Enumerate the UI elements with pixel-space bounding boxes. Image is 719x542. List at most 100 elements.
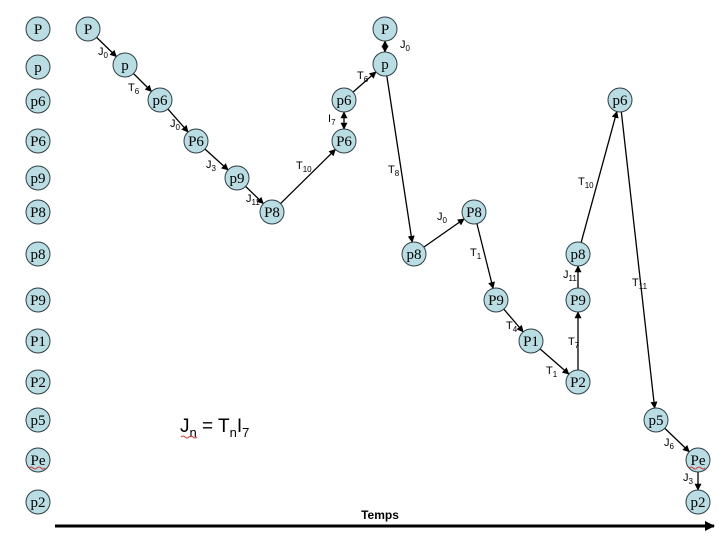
edge-n18-n19 bbox=[620, 111, 658, 409]
edge-label-main: T bbox=[578, 176, 585, 188]
edge-label-main: T bbox=[357, 70, 364, 82]
node-circle bbox=[607, 87, 633, 113]
node-n12: P8 bbox=[461, 199, 487, 225]
level-circle bbox=[25, 407, 51, 433]
spell-squiggle bbox=[28, 466, 46, 470]
edge-label-n4-n5: J3 bbox=[206, 159, 217, 173]
node-label: P8 bbox=[466, 205, 482, 221]
node-circle bbox=[685, 447, 711, 473]
edge-label-sub: 6 bbox=[364, 75, 369, 84]
node-n7: P6 bbox=[331, 128, 357, 154]
node-label: p bbox=[121, 58, 129, 74]
edge-label-main: T bbox=[128, 82, 135, 94]
edge-n13-n14 bbox=[503, 308, 524, 333]
node-n1: P bbox=[75, 16, 101, 42]
formula-i: I bbox=[237, 416, 242, 437]
edge-label-n8-n9: T6 bbox=[357, 70, 369, 84]
node-label: p6 bbox=[153, 93, 169, 109]
formula-n1: n bbox=[190, 425, 197, 440]
level-P2: P2 bbox=[25, 369, 51, 395]
edge-label-n19-n20: J6 bbox=[664, 437, 675, 451]
edge-label-n3-n4: J0 bbox=[170, 118, 181, 132]
node-label: P8 bbox=[264, 205, 280, 221]
node-n2: p bbox=[112, 52, 138, 78]
node-label: p8 bbox=[407, 247, 422, 263]
spell-squiggle bbox=[688, 466, 706, 470]
level-circle bbox=[25, 128, 51, 154]
level-Pe: Pe bbox=[25, 447, 51, 473]
level-label: p9 bbox=[31, 171, 46, 187]
node-circle bbox=[372, 16, 398, 42]
node-label: p6 bbox=[613, 93, 629, 109]
node-label: P bbox=[84, 22, 92, 38]
edge-label-main: T bbox=[568, 336, 575, 348]
level-label: p2 bbox=[31, 495, 46, 511]
edge-n1-n2 bbox=[96, 36, 117, 58]
node-label: P6 bbox=[336, 134, 352, 150]
node-n16: P9 bbox=[565, 287, 591, 313]
level-column: Pp p6 P6 p9 P8 p8 P9 P1 P2 p5 Pe p2 bbox=[25, 16, 51, 515]
edge-label-n7-n8: I7 bbox=[328, 113, 336, 127]
edge-label-main: J bbox=[98, 46, 104, 58]
node-n8: p6 bbox=[331, 87, 357, 113]
node-circle bbox=[461, 199, 487, 225]
level-label: p8 bbox=[31, 247, 46, 263]
edge-label-main: T bbox=[470, 247, 477, 259]
edge-label-main: J bbox=[437, 211, 443, 223]
edge-label-sub: 0 bbox=[443, 216, 448, 225]
node-label: p8 bbox=[571, 247, 586, 263]
edge-label-main: T bbox=[388, 164, 395, 176]
node-circle bbox=[259, 199, 285, 225]
node-n11: p8 bbox=[401, 241, 427, 267]
node-circle bbox=[147, 87, 173, 113]
level-p: p bbox=[25, 54, 51, 80]
edge-label-sub: 0 bbox=[406, 44, 411, 53]
edge-label-main: J bbox=[246, 193, 252, 205]
node-circle bbox=[565, 241, 591, 267]
node-label: p2 bbox=[691, 495, 706, 511]
edge-label-sub: 11 bbox=[569, 274, 578, 283]
edge-label-sub: 7 bbox=[331, 118, 336, 127]
node-n10: P bbox=[372, 16, 398, 42]
node-label: P9 bbox=[488, 293, 504, 309]
edge-n14-n15 bbox=[539, 348, 570, 375]
node-circle bbox=[224, 165, 250, 191]
time-axis-label: Temps bbox=[361, 508, 399, 522]
level-circle bbox=[25, 16, 51, 42]
edge-label-sub: 8 bbox=[395, 169, 400, 178]
node-n5: p9 bbox=[224, 165, 250, 191]
node-label: P6 bbox=[188, 134, 204, 150]
transition-labels: J0T6J0J3J11T10I7T6J0T8J0T1T4T1T7J11T10T1… bbox=[98, 39, 694, 486]
node-n13: P9 bbox=[483, 287, 509, 313]
level-label: p5 bbox=[31, 413, 46, 429]
edge-label-n2-n3: T6 bbox=[128, 82, 140, 96]
edge-label-n11-n12: J0 bbox=[437, 211, 448, 225]
level-P1: P1 bbox=[25, 328, 51, 354]
edge-label-n6-n7: T10 bbox=[296, 160, 312, 174]
edge-label-sub: 3 bbox=[212, 164, 217, 173]
edge-n6-n7 bbox=[280, 148, 336, 205]
node-circle bbox=[483, 287, 509, 313]
formula-legend: Jn = TnI7 bbox=[180, 416, 249, 440]
node-n19: p5 bbox=[643, 407, 669, 433]
node-circle bbox=[401, 241, 427, 267]
node-n9: p bbox=[372, 51, 398, 77]
node-n18: p6 bbox=[607, 87, 633, 113]
edge-label-main: J bbox=[563, 269, 569, 281]
node-circle bbox=[518, 328, 544, 354]
level-p5: p5 bbox=[25, 407, 51, 433]
level-label: p bbox=[34, 60, 42, 76]
level-circle bbox=[25, 489, 51, 515]
edge-label-n9-n11: T8 bbox=[388, 164, 400, 178]
edge-label-sub: 10 bbox=[303, 165, 312, 174]
node-n20: Pe bbox=[685, 447, 711, 473]
edge-label-sub: 1 bbox=[477, 252, 482, 261]
node-label: P2 bbox=[570, 375, 586, 391]
level-label: Pe bbox=[31, 453, 46, 469]
edge-label-n14-n15: T1 bbox=[546, 365, 558, 379]
edge-n2-n3 bbox=[133, 73, 153, 93]
edge-label-sub: 10 bbox=[585, 181, 594, 190]
level-circle bbox=[25, 241, 51, 267]
edge-n17-n18 bbox=[580, 110, 619, 243]
formula-squiggle bbox=[180, 435, 198, 439]
